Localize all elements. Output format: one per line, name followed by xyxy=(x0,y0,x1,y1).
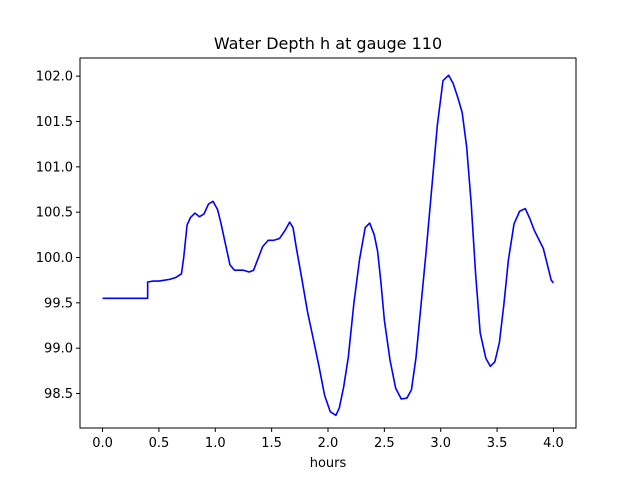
x-tick-label: 0.0 xyxy=(92,436,113,451)
y-tick-label: 99.0 xyxy=(44,342,73,357)
y-tick-label: 99.5 xyxy=(44,296,73,311)
x-tick-label: 4.0 xyxy=(543,436,564,451)
y-axis: 98.5 99.0 99.5 100.0 100.5 101.0 101.5 102.0 xyxy=(36,70,80,402)
y-tick-label: 101.5 xyxy=(36,115,73,130)
y-tick-label: 100.5 xyxy=(36,206,73,221)
y-tick-label: 98.5 xyxy=(44,387,73,402)
x-tick-label: 3.5 xyxy=(487,436,508,451)
x-tick-label: 2.0 xyxy=(318,436,339,451)
chart-title: Water Depth h at gauge 110 xyxy=(214,34,442,53)
x-tick-label: 0.5 xyxy=(149,436,170,451)
x-axis: 0.0 0.5 1.0 1.5 2.0 2.5 3.0 3.5 4.0 xyxy=(92,428,564,451)
series-line-0 xyxy=(102,74,555,417)
x-axis-label: hours xyxy=(310,456,347,471)
y-tick-label: 101.0 xyxy=(36,160,73,175)
x-tick-label: 1.0 xyxy=(205,436,226,451)
plot-area xyxy=(102,74,555,417)
x-tick-label: 1.5 xyxy=(261,436,282,451)
y-tick-label: 102.0 xyxy=(36,70,73,85)
x-tick-label: 3.0 xyxy=(430,436,451,451)
x-tick-label: 2.5 xyxy=(374,436,395,451)
y-tick-label: 100.0 xyxy=(36,251,73,266)
